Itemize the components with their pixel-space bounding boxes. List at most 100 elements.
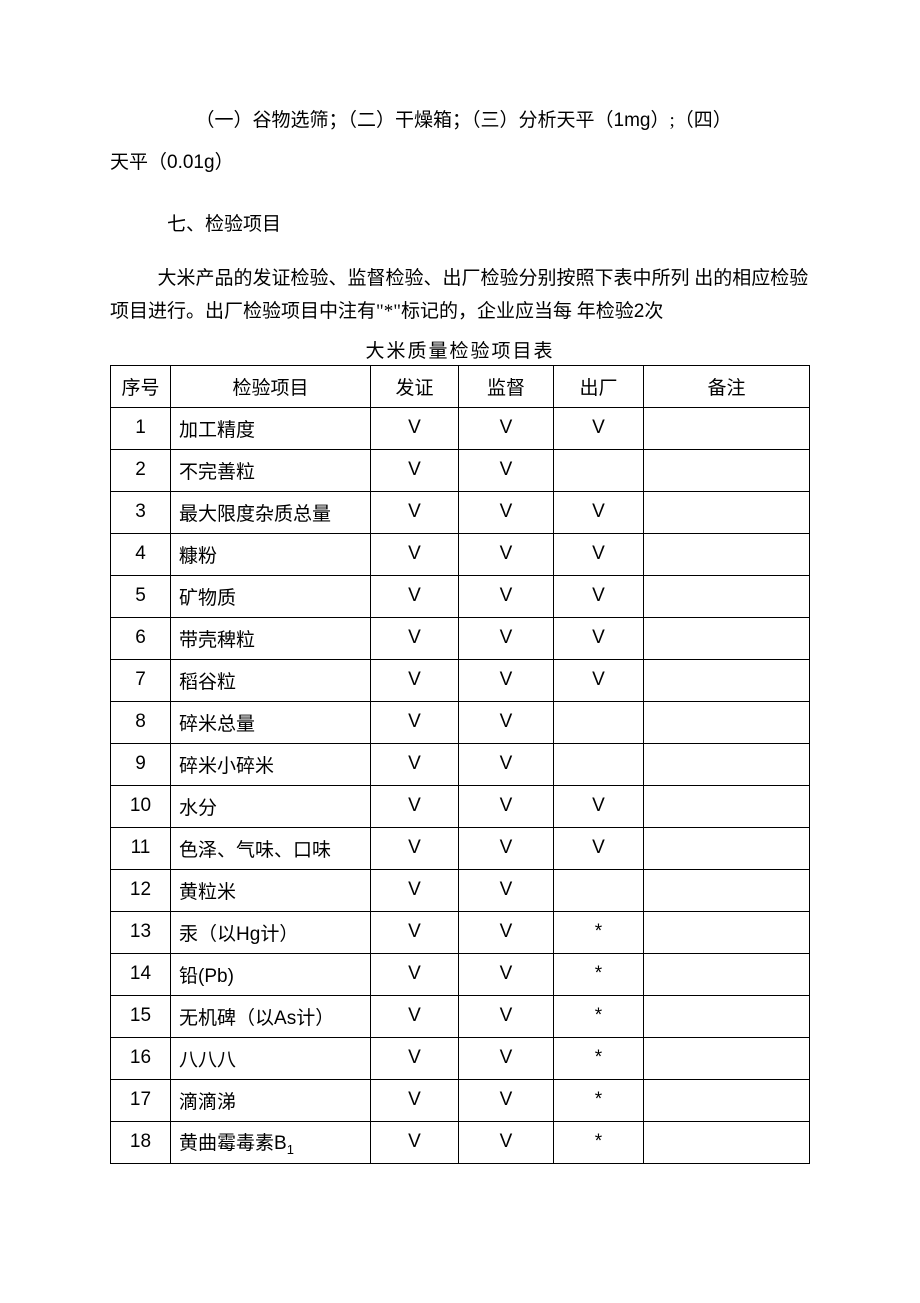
table-body: 1加工精度VVV2不完善粒VV3最大限度杂质总量VVV4糠粉VVV5矿物质VVV…	[111, 407, 810, 1163]
cell-seq: 9	[111, 743, 171, 785]
cell-super: V	[459, 1121, 554, 1163]
th-super: 监督	[459, 365, 554, 407]
table-row: 13汞（以Hg计）VV*	[111, 911, 810, 953]
cell-factory	[554, 449, 644, 491]
cell-remark	[644, 869, 810, 911]
cell-super: V	[459, 1079, 554, 1121]
cell-cert: V	[371, 701, 459, 743]
cell-remark	[644, 785, 810, 827]
cell-factory: V	[554, 827, 644, 869]
cell-factory: *	[554, 1079, 644, 1121]
cell-cert: V	[371, 449, 459, 491]
cell-seq: 6	[111, 617, 171, 659]
cell-cert: V	[371, 911, 459, 953]
cell-remark	[644, 407, 810, 449]
cell-factory: V	[554, 407, 644, 449]
cell-cert: V	[371, 785, 459, 827]
cell-cert: V	[371, 1121, 459, 1163]
equip-text-4: ）	[215, 152, 234, 173]
table-row: 8碎米总量VV	[111, 701, 810, 743]
cell-seq: 8	[111, 701, 171, 743]
cell-factory: *	[554, 995, 644, 1037]
cell-cert: V	[371, 995, 459, 1037]
cell-seq: 7	[111, 659, 171, 701]
cell-factory: V	[554, 785, 644, 827]
paragraph-description: 大米产品的发证检验、监督检验、出厂检验分别按照下表中所列 出的相应检验项目进行。…	[110, 263, 810, 328]
equipment-line2: 天平（0.01g）	[110, 142, 810, 184]
cell-seq: 12	[111, 869, 171, 911]
cell-cert: V	[371, 617, 459, 659]
cell-remark	[644, 701, 810, 743]
cell-factory: V	[554, 659, 644, 701]
table-row: 9碎米小碎米VV	[111, 743, 810, 785]
cell-factory: *	[554, 1121, 644, 1163]
cell-factory	[554, 743, 644, 785]
cell-factory	[554, 701, 644, 743]
cell-cert: V	[371, 1079, 459, 1121]
cell-cert: V	[371, 407, 459, 449]
th-item: 检验项目	[171, 365, 371, 407]
cell-super: V	[459, 953, 554, 995]
cell-super: V	[459, 869, 554, 911]
equip-text-1: （一）谷物选筛；（二）干燥箱；（三）分析天平（	[196, 110, 614, 131]
th-factory: 出厂	[554, 365, 644, 407]
table-title: 大米质量检验项目表	[110, 336, 810, 363]
table-row: 4糠粉VVV	[111, 533, 810, 575]
table-row: 2不完善粒VV	[111, 449, 810, 491]
cell-remark	[644, 491, 810, 533]
cell-factory: V	[554, 533, 644, 575]
cell-factory: V	[554, 617, 644, 659]
cell-seq: 10	[111, 785, 171, 827]
heading-text: 七、检验项目	[167, 214, 281, 235]
cell-seq: 2	[111, 449, 171, 491]
table-row: 5矿物质VVV	[111, 575, 810, 617]
cell-remark	[644, 659, 810, 701]
cell-remark	[644, 617, 810, 659]
cell-super: V	[459, 449, 554, 491]
cell-item: 加工精度	[171, 407, 371, 449]
table-row: 12黄粒米VV	[111, 869, 810, 911]
cell-seq: 16	[111, 1037, 171, 1079]
cell-super: V	[459, 491, 554, 533]
table-header-row: 序号 检验项目 发证 监督 出厂 备注	[111, 365, 810, 407]
cell-factory: *	[554, 911, 644, 953]
cell-seq: 11	[111, 827, 171, 869]
cell-super: V	[459, 1037, 554, 1079]
table-row: 11色泽、气味、口味VVV	[111, 827, 810, 869]
table-row: 1加工精度VVV	[111, 407, 810, 449]
cell-cert: V	[371, 869, 459, 911]
equip-text-2: ）;（四）	[650, 110, 731, 131]
cell-cert: V	[371, 1037, 459, 1079]
desc-text-a: 大米产品的发证检验、监督检验、出厂检验分别按照下表中所列 出的相应检验项目进行。…	[110, 268, 808, 321]
cell-item: 糠粉	[171, 533, 371, 575]
table-row: 14铅(Pb)VV*	[111, 953, 810, 995]
equip-001g: 0.01g	[167, 152, 215, 173]
cell-item: 色泽、气味、口味	[171, 827, 371, 869]
equipment-line1: （一）谷物选筛；（二）干燥箱；（三）分析天平（1mg）;（四）	[110, 100, 810, 142]
cell-cert: V	[371, 953, 459, 995]
cell-factory: *	[554, 953, 644, 995]
cell-remark	[644, 827, 810, 869]
th-seq: 序号	[111, 365, 171, 407]
cell-seq: 13	[111, 911, 171, 953]
cell-seq: 5	[111, 575, 171, 617]
cell-cert: V	[371, 659, 459, 701]
cell-super: V	[459, 827, 554, 869]
section-heading-7: 七、检验项目	[110, 204, 810, 246]
table-row: 16八八八VV*	[111, 1037, 810, 1079]
cell-factory: V	[554, 491, 644, 533]
cell-seq: 15	[111, 995, 171, 1037]
cell-remark	[644, 575, 810, 617]
cell-cert: V	[371, 533, 459, 575]
table-row: 7稻谷粒VVV	[111, 659, 810, 701]
inspection-table: 序号 检验项目 发证 监督 出厂 备注 1加工精度VVV2不完善粒VV3最大限度…	[110, 365, 810, 1164]
cell-super: V	[459, 407, 554, 449]
cell-seq: 3	[111, 491, 171, 533]
cell-super: V	[459, 659, 554, 701]
cell-item: 滴滴涕	[171, 1079, 371, 1121]
paragraph-equipment: （一）谷物选筛；（二）干燥箱；（三）分析天平（1mg）;（四） 天平（0.01g…	[110, 100, 810, 184]
cell-seq: 17	[111, 1079, 171, 1121]
cell-super: V	[459, 785, 554, 827]
table-row: 18黄曲霉毒素B1VV*	[111, 1121, 810, 1163]
cell-super: V	[459, 995, 554, 1037]
